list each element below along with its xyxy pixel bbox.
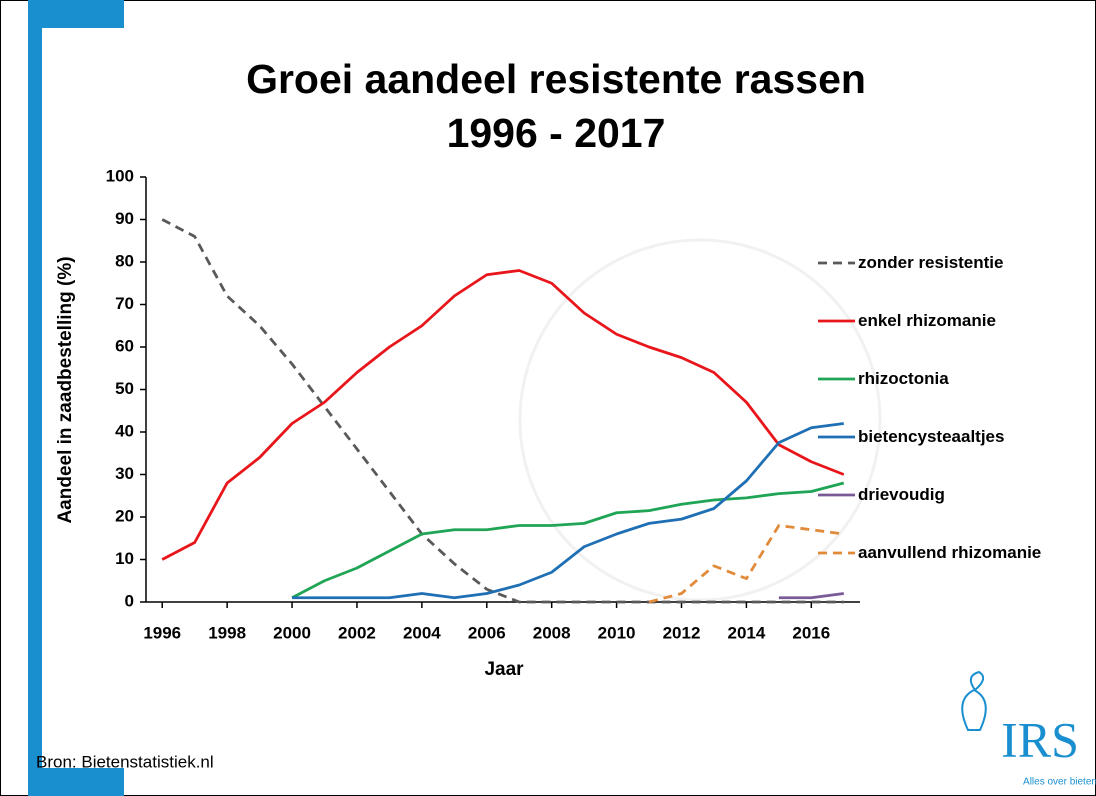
series-line bbox=[778, 592, 844, 600]
series-line bbox=[291, 481, 845, 599]
y-tick-label: 70 bbox=[115, 294, 134, 313]
legend-label: bietencysteaaltjes bbox=[858, 427, 1005, 446]
watermark bbox=[518, 238, 882, 602]
slide-body bbox=[42, 28, 1094, 768]
y-tick-label: 100 bbox=[106, 166, 134, 185]
series-line bbox=[292, 422, 844, 600]
legend-label: rhizoctonia bbox=[858, 369, 949, 388]
logo-icon bbox=[961, 670, 987, 731]
y-tick-label: 60 bbox=[115, 336, 134, 355]
x-tick-label: 2004 bbox=[403, 623, 441, 642]
x-tick-label: 2000 bbox=[273, 623, 311, 642]
corner-bottom bbox=[28, 768, 124, 796]
x-tick-label: 2012 bbox=[663, 623, 701, 642]
x-tick-label: 2010 bbox=[598, 623, 636, 642]
x-tick-label: 2006 bbox=[468, 623, 506, 642]
x-tick-label: 1996 bbox=[143, 623, 181, 642]
series-line bbox=[648, 524, 844, 604]
series-line bbox=[161, 269, 845, 561]
legend-label: zonder resistentie bbox=[858, 253, 1004, 272]
x-tick-label: 1998 bbox=[208, 623, 246, 642]
x-axis-label: Jaar bbox=[484, 659, 524, 680]
y-axis-label: Aandeel in zaadbestelling (%) bbox=[55, 256, 76, 523]
x-tick-label: 2016 bbox=[792, 623, 830, 642]
logo: IRS bbox=[1001, 711, 1079, 767]
x-tick-label: 2014 bbox=[727, 623, 765, 642]
legend-label: drievoudig bbox=[858, 485, 945, 504]
logo-tagline: Alles over bieten bbox=[1023, 777, 1096, 788]
chart-title: Groei aandeel resistente rassen bbox=[246, 56, 866, 102]
y-tick-label: 90 bbox=[115, 209, 134, 228]
chart-subtitle: 1996 - 2017 bbox=[447, 110, 666, 156]
legend-label: enkel rhizomanie bbox=[858, 311, 996, 330]
left-bar bbox=[28, 28, 42, 796]
x-tick-label: 2002 bbox=[338, 623, 376, 642]
y-tick-label: 40 bbox=[115, 421, 134, 440]
source: Bron: Bietenstatistiek.nl bbox=[36, 752, 214, 771]
corner-top bbox=[28, 0, 124, 28]
series-line bbox=[161, 218, 844, 604]
y-tick-label: 80 bbox=[115, 251, 134, 270]
legend-label: aanvullend rhizomanie bbox=[858, 543, 1042, 562]
x-tick-label: 2008 bbox=[533, 623, 571, 642]
y-tick-label: 20 bbox=[115, 506, 134, 525]
y-tick-label: 10 bbox=[115, 549, 134, 568]
y-tick-label: 50 bbox=[115, 379, 134, 398]
y-tick-label: 0 bbox=[125, 591, 134, 610]
y-tick-label: 30 bbox=[115, 464, 134, 483]
